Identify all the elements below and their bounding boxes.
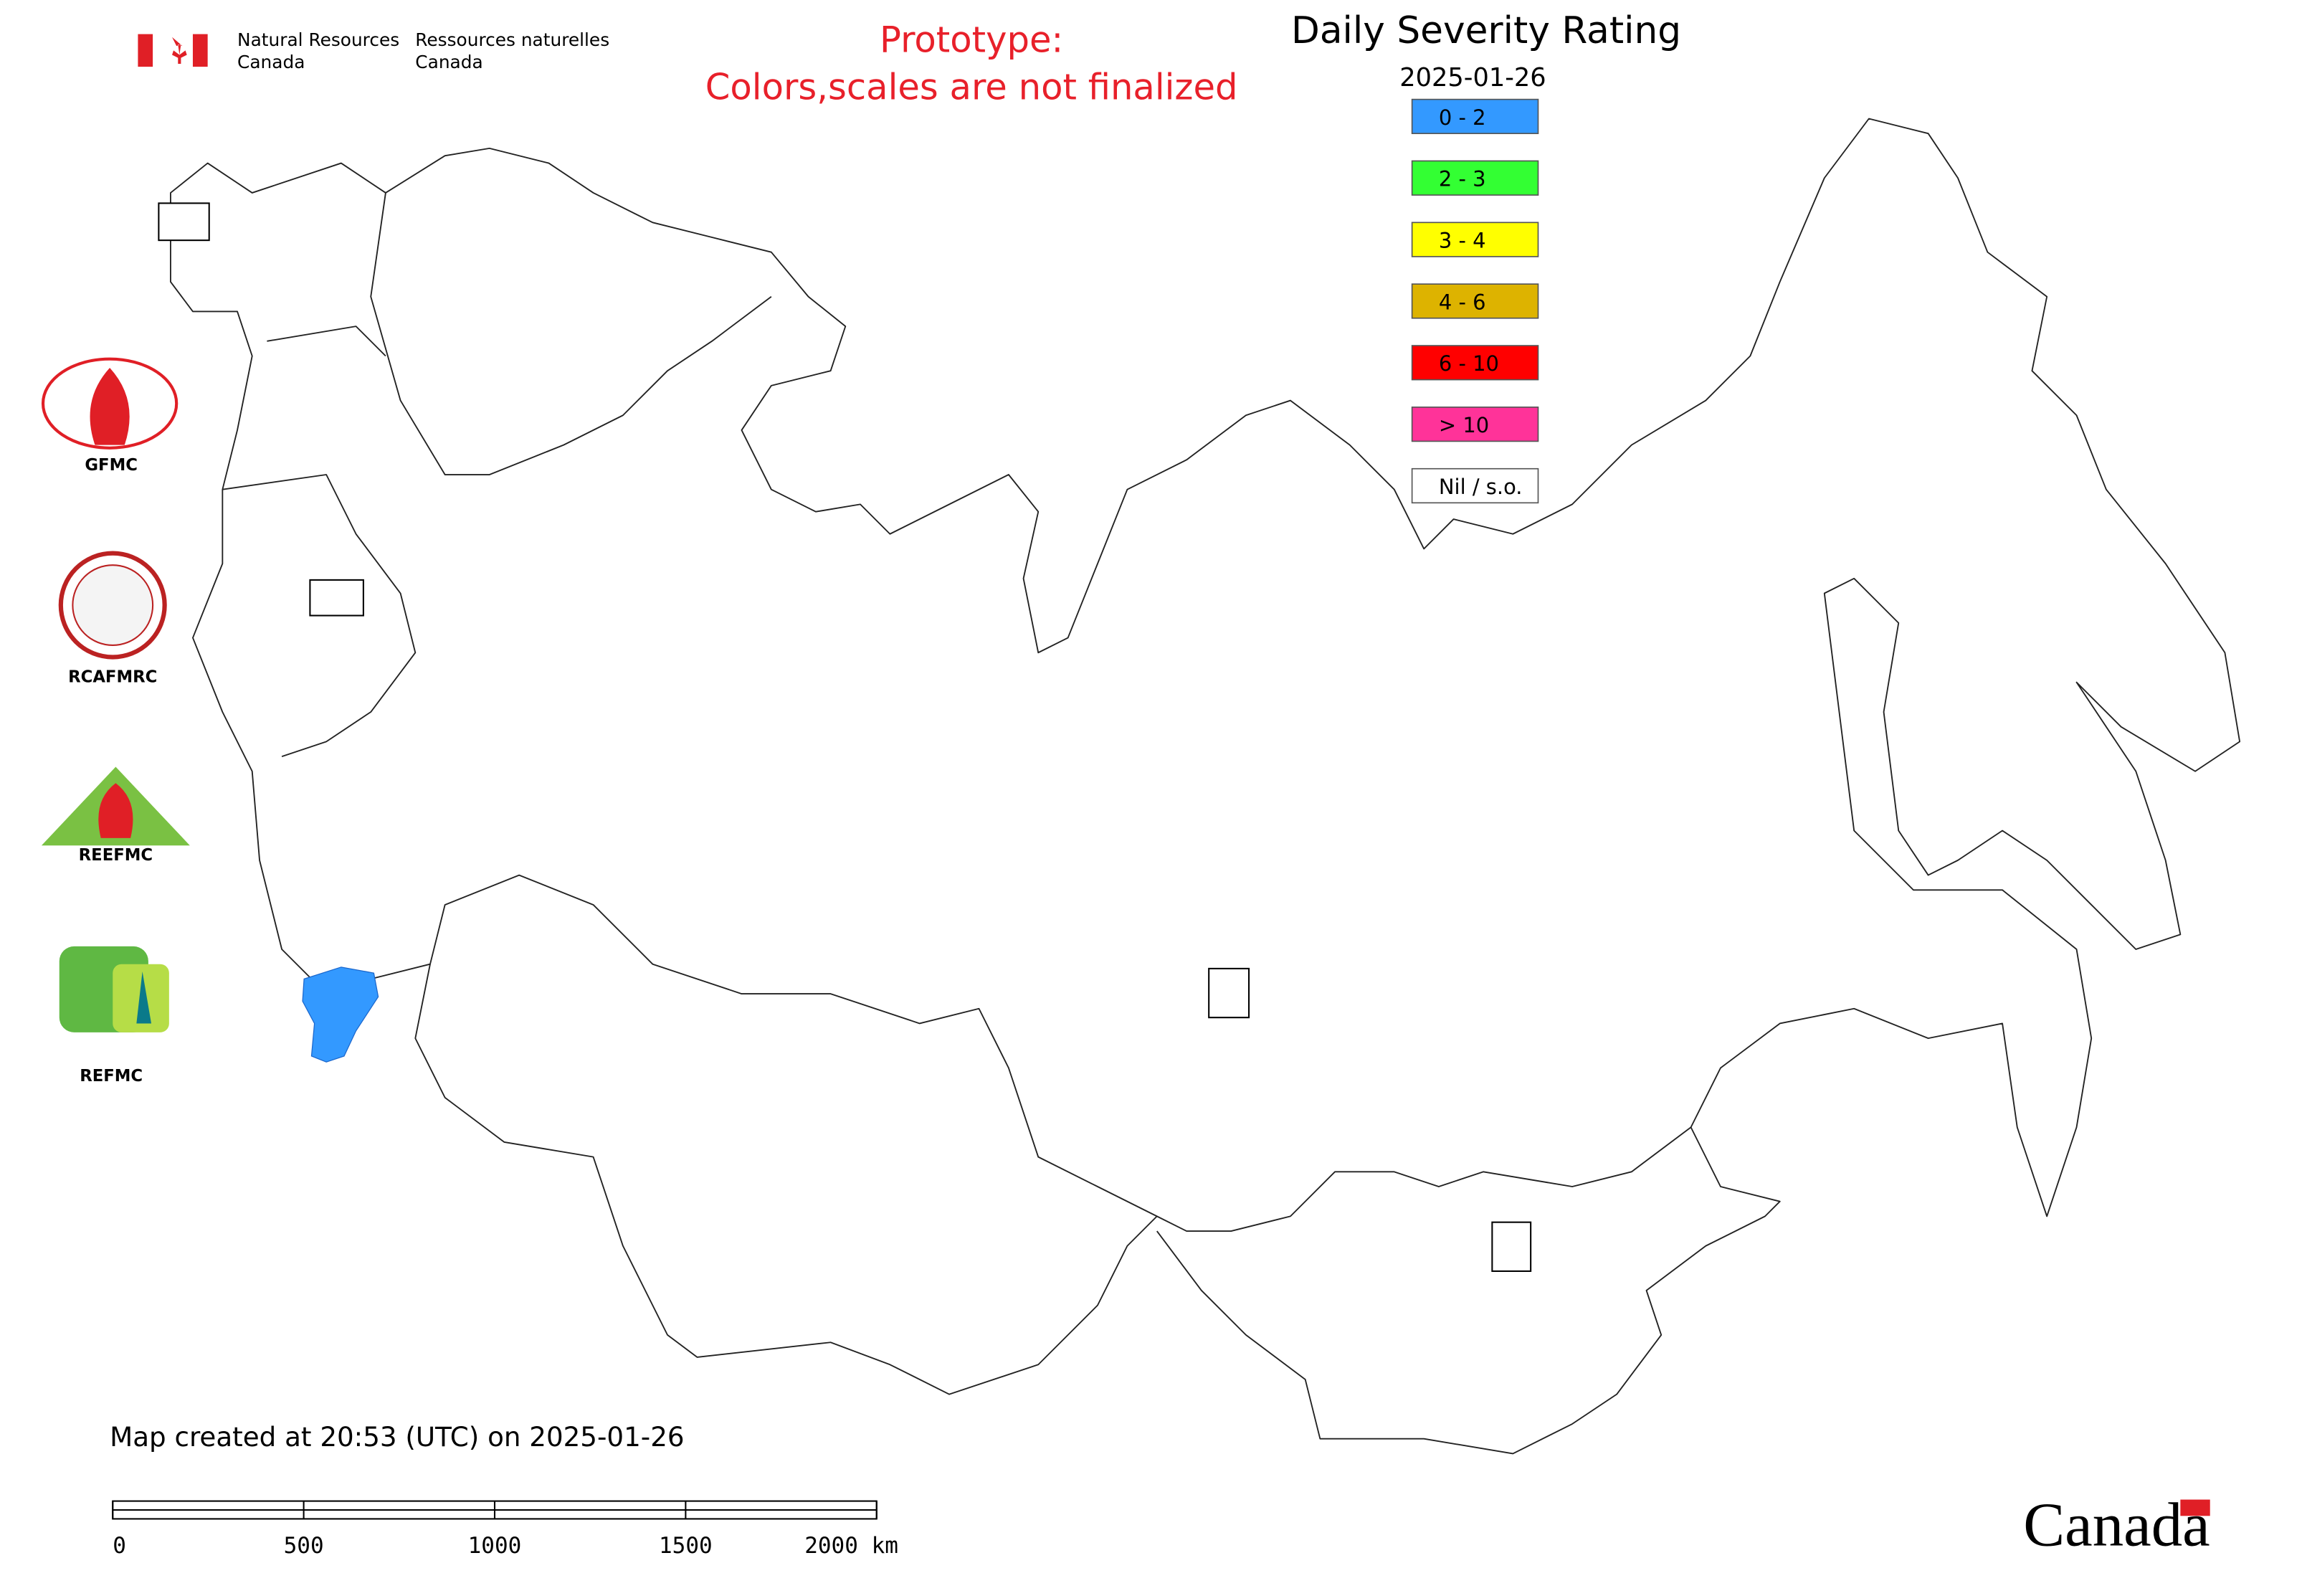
scale-label: 1500 <box>659 1533 713 1559</box>
rated-region <box>302 966 379 1063</box>
legend-swatch <box>1411 160 1539 196</box>
legend-swatch <box>1411 283 1539 319</box>
legend-label: 6 - 10 <box>1439 351 1499 376</box>
prototype-notice: Prototype: <box>880 19 1063 60</box>
created-note: Map created at 20:53 (UTC) on 2025-01-26 <box>110 1421 684 1453</box>
prototype-notice: Colors,scales are not finalized <box>705 67 1238 108</box>
logo-reefmc: REEFMC <box>41 766 190 865</box>
scale-label: 2000 km <box>804 1533 898 1559</box>
logo-label: GFMC <box>85 456 138 475</box>
scale-label: 1000 <box>468 1533 522 1559</box>
legend-swatch <box>1411 467 1539 504</box>
legend-label: 4 - 6 <box>1439 290 1486 314</box>
agency-en: Canada <box>237 52 305 72</box>
agency-fr: Canada <box>415 52 482 72</box>
legend-label: 3 - 4 <box>1439 228 1486 252</box>
legend-swatch <box>1411 222 1539 257</box>
logo-rcafmrc: RCAFMRC <box>58 551 167 687</box>
logo-refmc: REFMC <box>59 946 169 1086</box>
legend-swatch <box>1411 345 1539 381</box>
logo-label: REFMC <box>80 1067 143 1086</box>
canada-flag <box>138 34 208 67</box>
logo-label: RCAFMRC <box>68 668 157 687</box>
scale-label: 0 <box>113 1533 126 1559</box>
legend-label: Nil / s.o. <box>1439 475 1523 499</box>
map-logo-marker <box>1208 967 1250 1019</box>
legend-label: 0 - 2 <box>1439 105 1486 130</box>
scale-label: 500 <box>284 1533 324 1559</box>
legend-date: 2025-01-26 <box>1399 63 1546 92</box>
scale-bar: 0 500 1000 1500 2000 km <box>112 1500 898 1559</box>
map-logo-marker <box>1491 1221 1532 1272</box>
legend-swatch <box>1411 407 1539 442</box>
agency-fr: Ressources naturelles <box>415 29 609 50</box>
legend: 0 - 2 2 - 3 3 - 4 4 - 6 6 - 10 > 10 Nil / s.o. <box>1411 98 1539 504</box>
logo-gfmc: GFMC <box>41 357 179 475</box>
legend-swatch <box>1411 98 1539 135</box>
legend-title: Daily Severity Rating <box>1291 9 1681 52</box>
legend-label: > 10 <box>1439 413 1489 437</box>
map-outlines <box>169 118 2241 1455</box>
logo-label: REEFMC <box>79 846 153 865</box>
legend-label: 2 - 3 <box>1439 167 1486 191</box>
map-logo-marker <box>158 202 210 242</box>
canada-wordmark: Canada <box>2023 1491 2210 1559</box>
wordmark-flag <box>2180 1499 2210 1516</box>
agency-en: Natural Resources <box>237 29 399 50</box>
map-logo-marker <box>309 579 364 617</box>
